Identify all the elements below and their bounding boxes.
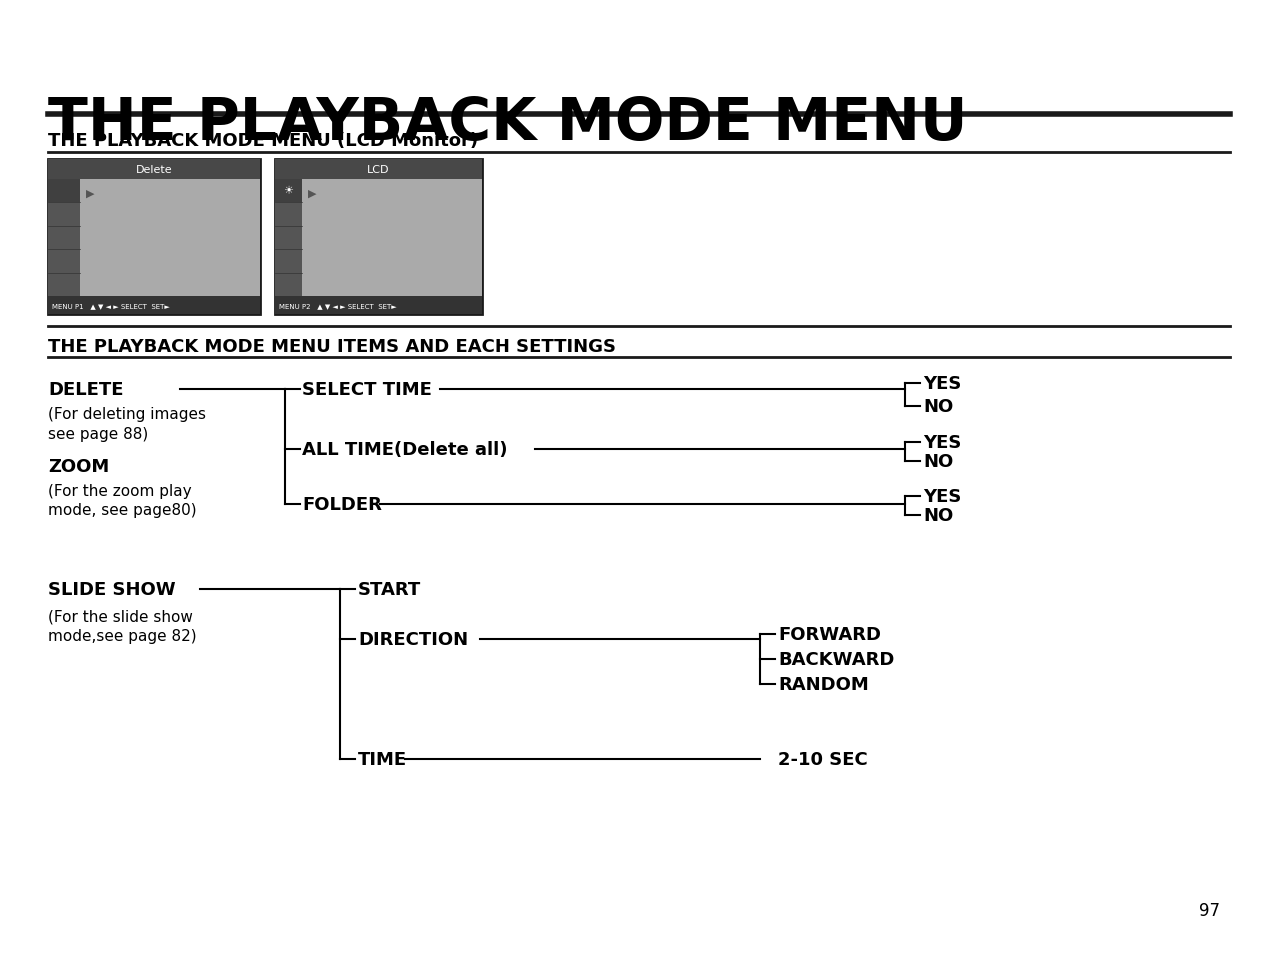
Text: THE PLAYBACK MODE MENU (LCD Monitor): THE PLAYBACK MODE MENU (LCD Monitor) [48,132,478,150]
Text: (For the slide show: (For the slide show [48,609,193,624]
Text: FORWARD: FORWARD [779,625,881,643]
Text: DELETE: DELETE [48,380,123,398]
Text: YES: YES [923,434,961,452]
Bar [48,180,80,203]
Text: (For deleting images: (For deleting images [48,407,205,422]
Text: mode,see page 82): mode,see page 82) [48,629,197,644]
Text: ▶: ▶ [308,189,317,199]
Bar [48,180,80,296]
Text: FOLDER: FOLDER [302,496,382,514]
Text: NO: NO [923,506,954,524]
Bar [275,160,482,180]
Text: Delete: Delete [136,165,172,174]
Text: THE PLAYBACK MODE MENU: THE PLAYBACK MODE MENU [48,95,967,152]
Text: ☀: ☀ [284,187,293,196]
Text: NO: NO [923,453,954,471]
Text: YES: YES [923,488,961,505]
Text: mode, see page80): mode, see page80) [48,503,197,518]
Text: NO: NO [923,397,954,416]
Text: see page 88): see page 88) [48,427,148,442]
Bar [275,180,302,203]
Text: 2-10 SEC: 2-10 SEC [779,750,867,768]
Text: SLIDE SHOW: SLIDE SHOW [48,580,176,598]
Text: MENU P1   ▲ ▼ ◄ ► SELECT  SET►: MENU P1 ▲ ▼ ◄ ► SELECT SET► [52,303,170,309]
Bar [275,180,302,296]
Text: BACKWARD: BACKWARD [779,650,894,668]
Text: START: START [358,580,421,598]
Bar [48,296,260,314]
Bar [275,160,482,314]
Text: LCD: LCD [368,165,389,174]
Bar [48,160,260,180]
Bar [80,180,260,296]
Text: SELECT TIME: SELECT TIME [302,380,432,398]
Text: DIRECTION: DIRECTION [358,630,468,648]
Bar [275,296,482,314]
Text: RANDOM: RANDOM [779,676,869,693]
Text: ALL TIME(Delete all): ALL TIME(Delete all) [302,440,507,458]
Text: YES: YES [923,375,961,393]
Text: ZOOM: ZOOM [48,457,109,476]
Bar [302,180,482,296]
Text: THE PLAYBACK MODE MENU ITEMS AND EACH SETTINGS: THE PLAYBACK MODE MENU ITEMS AND EACH SE… [48,337,616,355]
Bar [48,160,260,314]
Text: (For the zoom play: (For the zoom play [48,484,191,499]
Text: 97: 97 [1200,901,1220,919]
Text: ▶: ▶ [86,189,95,199]
Text: MENU P2   ▲ ▼ ◄ ► SELECT  SET►: MENU P2 ▲ ▼ ◄ ► SELECT SET► [279,303,397,309]
Text: TIME: TIME [358,750,407,768]
